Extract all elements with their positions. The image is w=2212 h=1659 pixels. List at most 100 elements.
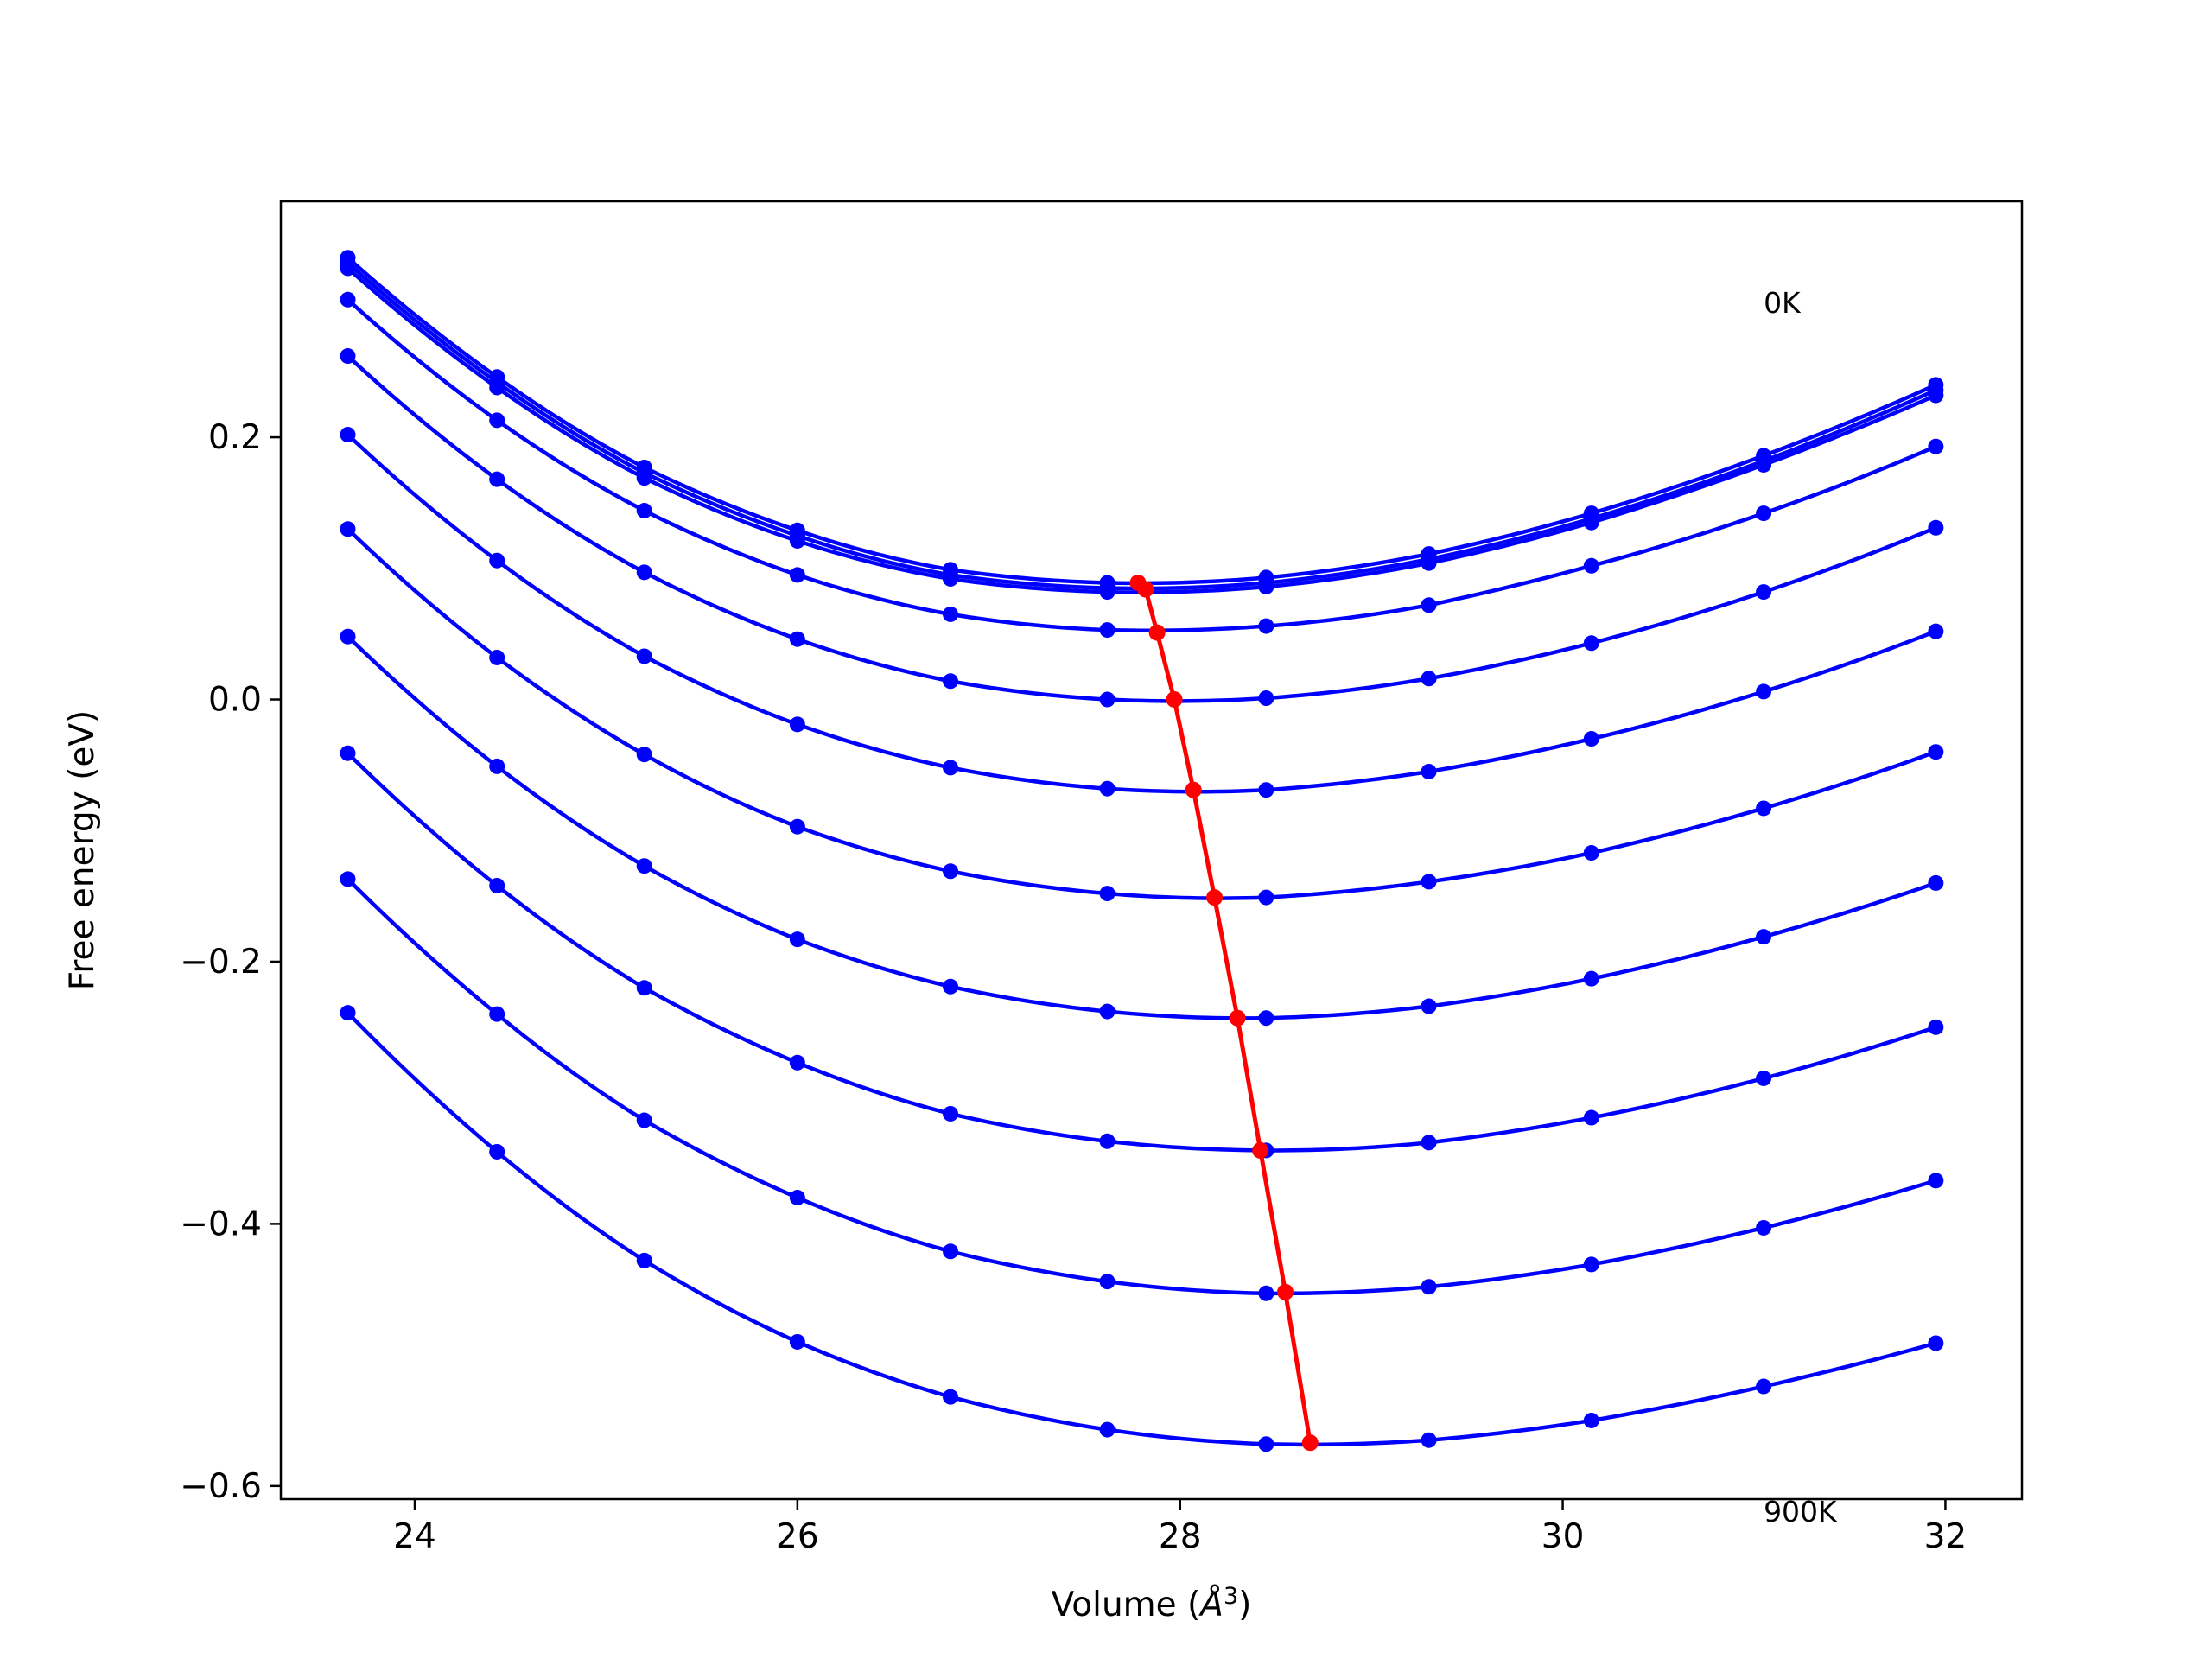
data-point-4-5 bbox=[1099, 691, 1116, 708]
y-tick-label-0: −0.6 bbox=[180, 1467, 262, 1506]
data-point-8-2 bbox=[636, 980, 652, 996]
y-axis-ticks: −0.6 −0.4 −0.2 0.0 0.2 bbox=[180, 418, 281, 1506]
data-point-10-6 bbox=[1258, 1436, 1274, 1452]
data-point-3-7 bbox=[1421, 597, 1437, 613]
data-point-5-3 bbox=[789, 716, 805, 733]
data-point-10-8 bbox=[1583, 1412, 1599, 1428]
data-point-9-9 bbox=[1756, 1219, 1772, 1236]
data-point-4-1 bbox=[489, 471, 505, 487]
data-point-3-5 bbox=[1099, 622, 1116, 639]
data-point-10-0 bbox=[340, 1005, 356, 1021]
data-point-2-4 bbox=[943, 570, 958, 587]
x-axis-ticks: 24 26 28 30 32 bbox=[393, 1499, 1967, 1556]
data-point-9-4 bbox=[943, 1243, 958, 1260]
equilibrium-point-8 bbox=[1277, 1283, 1294, 1300]
x-axis-label-exponent: 3 bbox=[1224, 1583, 1238, 1610]
free-energy-curve-9 bbox=[346, 877, 1937, 1296]
free-energy-curve-6 bbox=[346, 527, 1937, 900]
equilibrium-point-2 bbox=[1148, 624, 1166, 641]
x-axis-label-text: Volume ( bbox=[1052, 1586, 1201, 1624]
data-point-5-8 bbox=[1583, 731, 1599, 747]
data-point-9-2 bbox=[636, 1112, 652, 1128]
data-point-6-4 bbox=[943, 863, 958, 880]
data-point-5-10 bbox=[1928, 623, 1944, 639]
data-point-8-5 bbox=[1099, 1133, 1116, 1149]
free-energy-curve-5 bbox=[346, 433, 1937, 794]
data-point-2-3 bbox=[789, 532, 805, 549]
equilibrium-point-5 bbox=[1206, 889, 1224, 906]
data-point-3-9 bbox=[1756, 505, 1772, 522]
data-point-3-6 bbox=[1258, 618, 1274, 634]
y-axis-label: Free energy (eV) bbox=[63, 710, 102, 991]
data-point-5-5 bbox=[1099, 780, 1116, 797]
free-energy-curve-8 bbox=[346, 752, 1937, 1153]
data-point-6-7 bbox=[1421, 874, 1437, 890]
annotation-0k: 0K bbox=[1764, 286, 1802, 320]
x-tick-label-0: 24 bbox=[393, 1517, 436, 1556]
data-point-5-4 bbox=[943, 760, 958, 776]
data-point-5-2 bbox=[636, 648, 652, 664]
data-point-7-7 bbox=[1421, 998, 1437, 1014]
data-point-9-8 bbox=[1583, 1256, 1599, 1273]
free-energy-curve-2 bbox=[346, 266, 1937, 594]
data-point-9-5 bbox=[1099, 1274, 1116, 1290]
data-point-5-7 bbox=[1421, 763, 1437, 779]
x-axis-label-close: ) bbox=[1238, 1586, 1251, 1624]
data-point-10-7 bbox=[1421, 1432, 1437, 1448]
data-point-6-1 bbox=[489, 649, 505, 665]
points-group bbox=[340, 250, 1944, 1452]
y-tick-label-2: −0.2 bbox=[180, 943, 262, 982]
equilibrium-line bbox=[1136, 581, 1313, 1444]
equilibrium-point-3 bbox=[1166, 691, 1183, 709]
data-point-8-10 bbox=[1928, 1019, 1944, 1035]
data-point-10-1 bbox=[489, 1143, 505, 1160]
data-point-3-3 bbox=[789, 567, 805, 583]
data-point-4-8 bbox=[1583, 635, 1599, 652]
data-point-8-9 bbox=[1756, 1070, 1772, 1086]
x-tick-label-3: 30 bbox=[1541, 1517, 1585, 1556]
y-tick-label-1: −0.4 bbox=[180, 1205, 262, 1243]
data-point-4-2 bbox=[636, 564, 652, 581]
data-point-10-9 bbox=[1756, 1378, 1772, 1395]
annotation-900k: 900K bbox=[1764, 1495, 1838, 1529]
data-point-7-3 bbox=[789, 931, 805, 948]
equilibrium-point-6 bbox=[1229, 1009, 1246, 1027]
data-point-6-9 bbox=[1756, 800, 1772, 817]
free-energy-curve-7 bbox=[346, 635, 1937, 1020]
data-point-2-6 bbox=[1258, 579, 1274, 595]
x-axis-label-symbol: Å bbox=[1198, 1584, 1224, 1624]
data-point-6-3 bbox=[789, 818, 805, 835]
data-point-8-1 bbox=[489, 877, 505, 893]
data-point-3-1 bbox=[489, 412, 505, 429]
data-point-9-3 bbox=[789, 1190, 805, 1206]
data-point-4-4 bbox=[943, 673, 958, 690]
data-point-3-0 bbox=[340, 291, 356, 308]
data-point-9-10 bbox=[1928, 1173, 1944, 1189]
free-energy-curve-10 bbox=[346, 1011, 1936, 1447]
plot-frame bbox=[279, 200, 2024, 1501]
data-point-7-6 bbox=[1258, 1010, 1274, 1027]
free-energy-curve-3 bbox=[346, 298, 1937, 633]
data-point-4-6 bbox=[1258, 690, 1274, 707]
data-point-7-8 bbox=[1583, 970, 1599, 987]
data-point-5-9 bbox=[1756, 683, 1772, 700]
data-point-2-2 bbox=[636, 470, 652, 486]
data-point-3-2 bbox=[636, 503, 652, 519]
data-point-6-2 bbox=[636, 747, 652, 763]
data-point-7-1 bbox=[489, 758, 505, 774]
data-point-10-2 bbox=[636, 1252, 652, 1268]
x-tick-label-1: 26 bbox=[776, 1517, 819, 1556]
x-tick-label-4: 32 bbox=[1924, 1517, 1967, 1556]
y-tick-label-4: 0.2 bbox=[208, 418, 262, 457]
data-point-7-10 bbox=[1928, 874, 1944, 891]
y-tick-label-3: 0.0 bbox=[208, 681, 262, 720]
data-point-9-7 bbox=[1421, 1279, 1437, 1295]
data-point-10-4 bbox=[943, 1389, 958, 1405]
data-point-9-1 bbox=[489, 1006, 505, 1022]
data-point-2-8 bbox=[1583, 514, 1599, 531]
data-point-10-3 bbox=[789, 1333, 805, 1350]
data-point-2-5 bbox=[1099, 584, 1116, 601]
data-point-6-0 bbox=[340, 521, 356, 537]
data-point-4-9 bbox=[1756, 584, 1772, 601]
